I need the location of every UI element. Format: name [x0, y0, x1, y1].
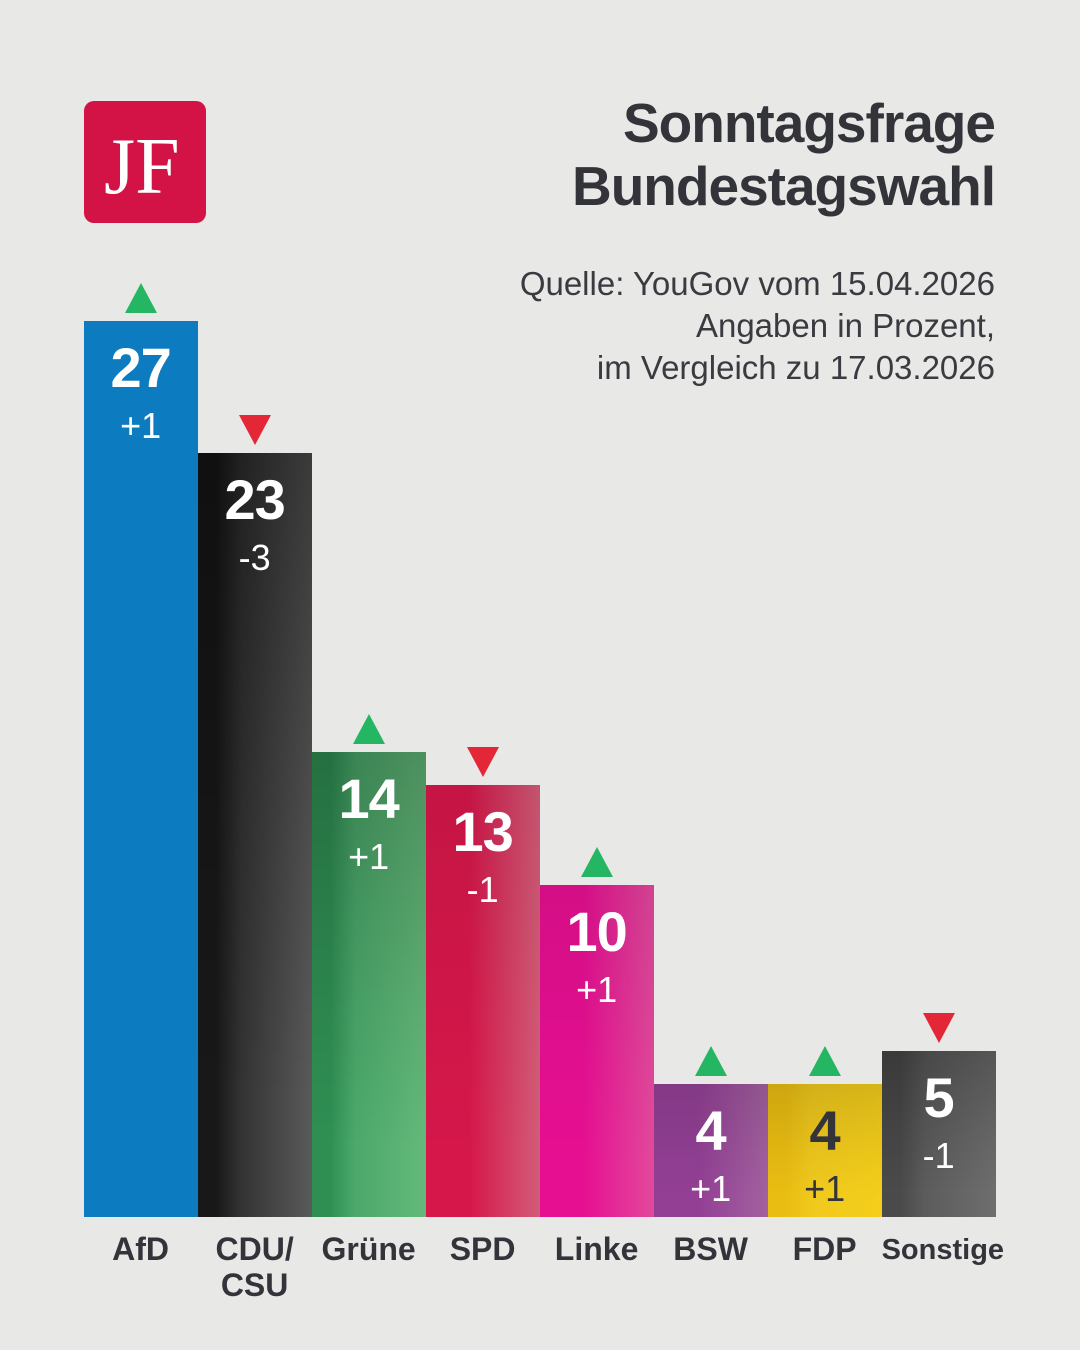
svg-text:JF: JF — [104, 123, 180, 211]
